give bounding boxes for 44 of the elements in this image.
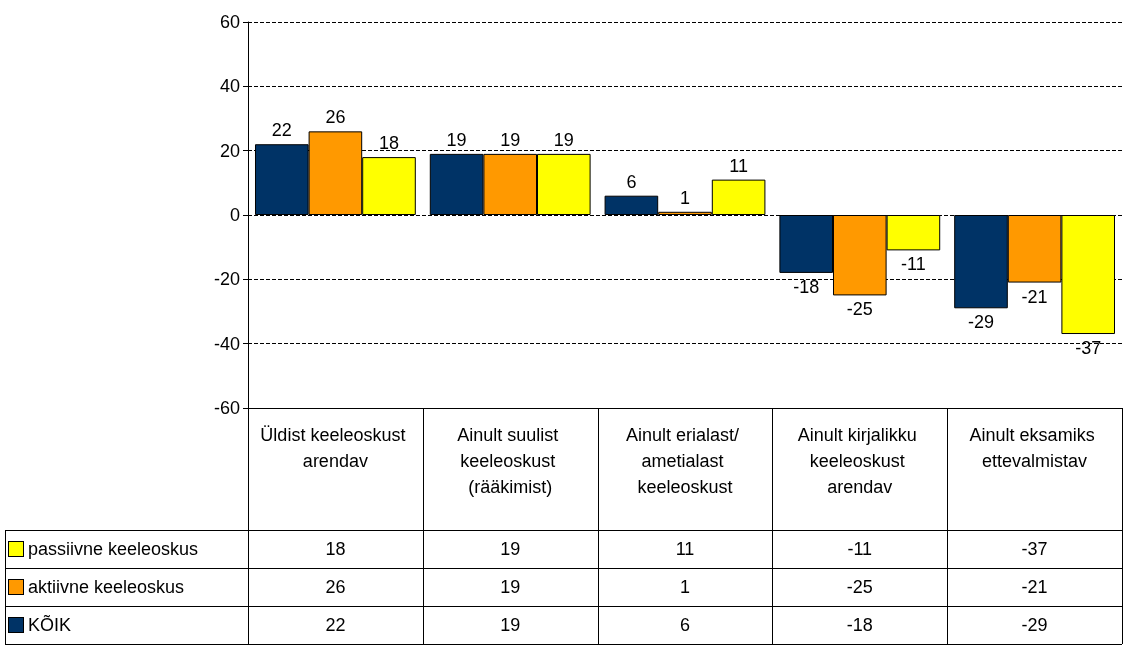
data-label: -21 <box>1020 575 1049 599</box>
x-tick-label: Ainult suulist keeleoskust (rääkimist) <box>457 425 564 497</box>
data-label: -18 <box>845 613 874 637</box>
text: -18 <box>793 276 820 297</box>
x-tick-label: Ainult kirjalikku keeleoskust arendav <box>797 425 922 497</box>
x-tick-label: Ainult eksamiks ettevalmistav <box>969 425 1100 471</box>
text: -11 <box>901 254 926 275</box>
data-label: -29 <box>1020 613 1049 637</box>
y-tick-label: 60 <box>219 12 240 32</box>
text: 1 <box>679 187 691 208</box>
y-tick-label: -20 <box>213 269 240 290</box>
data-label: -11 <box>846 537 874 561</box>
text: -21 <box>1021 286 1048 307</box>
data-label: 1 <box>679 575 691 599</box>
data-label: 22 <box>324 613 347 637</box>
text: 11 <box>729 155 748 176</box>
data-label: 11 <box>674 537 696 561</box>
data-label: 19 <box>499 613 522 637</box>
text: 6 <box>626 171 637 192</box>
text: 22 <box>271 120 292 141</box>
y-tick-label: 40 <box>219 76 240 97</box>
data-label: -25 <box>845 575 874 599</box>
text: 18 <box>378 133 400 154</box>
data-label: 26 <box>324 575 347 599</box>
text: 19 <box>500 129 521 150</box>
data-label: -37 <box>1020 537 1049 561</box>
data-label: 19 <box>499 537 522 561</box>
legend-label: passiivne keeleoskus <box>27 537 200 561</box>
y-tick-label: 20 <box>219 140 240 161</box>
data-label: 18 <box>324 537 347 561</box>
legend-label: aktiivne keeleoskus <box>27 575 186 599</box>
text: 19 <box>553 129 574 150</box>
text: 19 <box>446 129 467 150</box>
y-tick-label: -60 <box>213 398 240 418</box>
x-tick-label: Ainult erialast/ ametialast keeleoskust <box>625 425 745 497</box>
legend-label: KÕIK <box>27 613 72 637</box>
x-tick-label: Üldist keeleoskust arendav <box>260 425 411 471</box>
data-label: 19 <box>499 575 522 599</box>
text: -29 <box>967 312 994 333</box>
y-tick-label: 0 <box>229 205 240 225</box>
y-tick-label: -40 <box>213 333 240 354</box>
data-label: 6 <box>679 613 691 637</box>
text: -25 <box>846 299 873 320</box>
text: 26 <box>325 107 346 128</box>
